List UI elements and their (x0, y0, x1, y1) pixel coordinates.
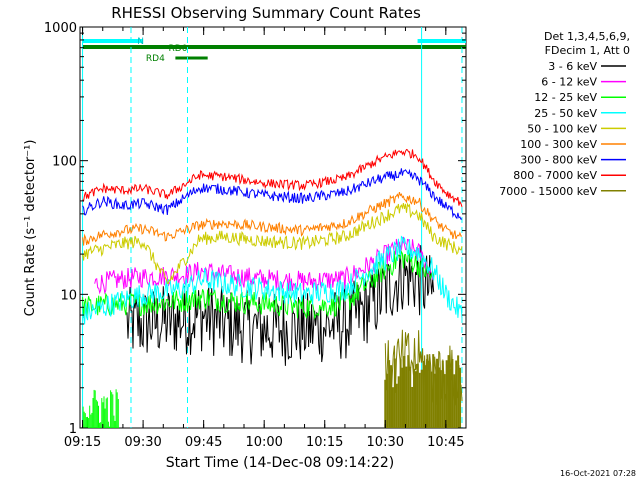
series-trace (94, 236, 435, 295)
y-tick-label: 1 (69, 422, 77, 437)
series-trace (82, 235, 463, 325)
series-trace (126, 245, 435, 366)
series-trace (82, 249, 435, 320)
x-tick-label: 09:15 (64, 435, 101, 450)
series-50-100keV-kev (82, 202, 463, 285)
y-tick-label: 1000 (44, 21, 77, 36)
x-tick-label: 10:15 (306, 435, 343, 450)
legend: Det 1,3,4,5,6,9,FDecim 1, Att 0 3 - 6 keV… (499, 30, 630, 198)
legend-label: 12 - 25 keV (534, 91, 597, 104)
legend-label: 50 - 100 keV (527, 122, 597, 135)
legend-label: 25 - 50 keV (534, 107, 597, 120)
plot-frame (79, 26, 467, 429)
state-bar-label-n: N (137, 37, 144, 47)
footer-timestamp: 16-Oct-2021 07:28 (560, 469, 636, 478)
x-tick-label: 10:30 (367, 435, 404, 450)
chart-title: RHESSI Observing Summary Count Rates (111, 4, 421, 22)
series-3-6keV-kev (126, 245, 435, 366)
state-bar-label-rd0: RD0 (169, 44, 188, 54)
x-tick-label: 10:45 (427, 435, 464, 450)
x-tick-label: 09:30 (124, 435, 161, 450)
series-layer (81, 148, 463, 428)
state-bar-label-rd4: RD4 (146, 54, 165, 64)
y-tick-label: 10 (60, 288, 77, 303)
series-trace (82, 148, 463, 208)
legend-label: 6 - 12 keV (541, 76, 597, 89)
axes: 09:15 09:30 09:45 10:00 10:15 10:30 10:45 1 10 10… (44, 21, 467, 450)
legend-label: 3 - 6 keV (548, 60, 597, 73)
legend-header: FDecim 1, Att 0 (545, 44, 630, 57)
series-6-12keV-kev (94, 236, 435, 295)
legend-label: 100 - 300 keV (520, 138, 597, 151)
series-7000-15000keV-kev (384, 329, 463, 428)
series-800-7000keV-kev (82, 148, 463, 208)
legend-label: 300 - 800 keV (520, 154, 597, 167)
y-tick-label: 100 (52, 155, 77, 170)
state-bars: N RD0 RD4 (82, 37, 466, 64)
y-axis-label: Count Rate (s⁻¹ detector⁻¹) (23, 140, 38, 317)
series-trace (82, 202, 463, 285)
x-axis-label: Start Time (14-Dec-08 09:14:22) (166, 455, 394, 471)
x-tick-label: 10:00 (245, 435, 282, 450)
legend-header: Det 1,3,4,5,6,9, (544, 30, 630, 43)
series-12-25keV-kev (82, 249, 435, 320)
series-300-800keV-kev (82, 168, 463, 220)
series-100-300keV-kev (82, 191, 463, 246)
legend-label: 800 - 7000 keV (513, 169, 597, 182)
series-25-50keV-kev (82, 235, 463, 325)
series-trace (82, 191, 463, 246)
legend-label: 7000 - 15000 keV (499, 185, 597, 198)
x-tick-label: 09:45 (185, 435, 222, 450)
series-trace (82, 168, 463, 220)
